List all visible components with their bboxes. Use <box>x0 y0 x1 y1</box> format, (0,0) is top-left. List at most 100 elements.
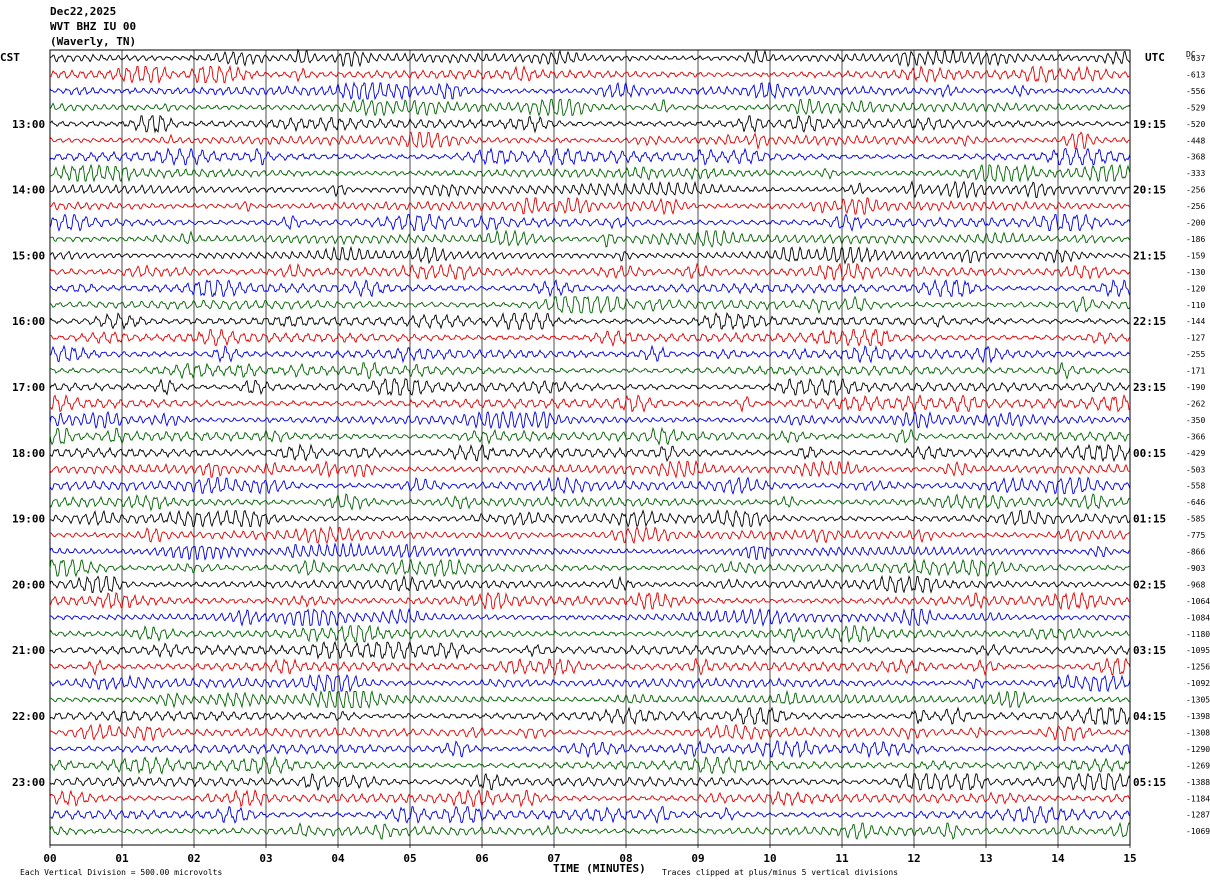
dc-offset-label: -120 <box>1186 284 1205 293</box>
clip-note: Traces clipped at plus/minus 5 vertical … <box>662 868 899 877</box>
x-tick-labels: 00 01 02 03 04 05 06 07 08 09 10 11 12 13 14 15 <box>43 852 1136 865</box>
trace-line <box>49 48 1131 68</box>
dc-offset-label: -503 <box>1186 465 1205 474</box>
utc-label: UTC <box>1145 51 1165 64</box>
dc-offset-label: -1308 <box>1186 728 1210 737</box>
x-tick-label: 10 <box>763 852 776 865</box>
trace-line <box>49 262 1131 282</box>
trace-line <box>49 328 1131 348</box>
dc-offset-label: -1398 <box>1186 712 1210 721</box>
cst-hour-label: 22:00 <box>12 710 45 723</box>
dc-offset-label: -262 <box>1186 399 1205 408</box>
trace-line <box>49 525 1131 545</box>
trace-line <box>49 689 1131 709</box>
x-tick-label: 07 <box>547 852 560 865</box>
dc-offset-label: -903 <box>1186 564 1205 573</box>
dc-offset-label: -775 <box>1186 531 1205 540</box>
trace-line <box>49 311 1131 331</box>
trace-line <box>49 624 1131 644</box>
dc-offset-label: -520 <box>1186 120 1205 129</box>
location-label: (Waverly, TN) <box>50 35 137 48</box>
dc-offset-label: -171 <box>1186 367 1205 376</box>
x-axis-title: TIME (MINUTES) <box>553 862 646 875</box>
dc-offset-label: -144 <box>1186 317 1205 326</box>
cst-hour-label: 16:00 <box>12 315 45 328</box>
trace-line <box>49 278 1131 298</box>
trace-line <box>49 591 1131 611</box>
x-tick-label: 06 <box>475 852 489 865</box>
dc-offset-label: -1287 <box>1186 811 1210 820</box>
trace-line <box>49 805 1131 825</box>
utc-hour-label: 20:15 <box>1133 184 1166 197</box>
trace-line <box>49 756 1131 775</box>
x-tick-label: 05 <box>403 852 416 865</box>
trace-line <box>49 295 1131 315</box>
utc-hour-label: 01:15 <box>1133 513 1166 526</box>
trace-lines <box>49 48 1131 841</box>
trace-line <box>49 509 1131 528</box>
date-label: Dec22,2025 <box>50 5 117 18</box>
right-hour-labels: 19:15 20:15 21:15 22:15 23:15 00:15 01:15 02:15… <box>1133 118 1166 789</box>
dc-offset-label: -127 <box>1186 334 1205 343</box>
utc-hour-label: 23:15 <box>1133 381 1166 394</box>
dc-offset-label: -613 <box>1186 70 1205 79</box>
trace-line <box>49 788 1131 808</box>
cst-hour-label: 19:00 <box>12 513 45 526</box>
dc-offset-label: -368 <box>1186 153 1205 162</box>
dc-offset-label: -1064 <box>1186 597 1210 606</box>
dc-offset-label: -585 <box>1186 515 1205 524</box>
trace-line <box>49 163 1131 183</box>
dc-offset-label: -366 <box>1186 432 1205 441</box>
dc-offset-label: -190 <box>1186 383 1205 392</box>
dc-offset-labels: -637 -613 -556 -529 -520 -448 -368 -333 -256 -256… <box>1186 54 1210 836</box>
minute-gridlines <box>49 50 1131 848</box>
dc-offset-label: -159 <box>1186 251 1205 260</box>
dc-offset-label: -333 <box>1186 169 1205 178</box>
trace-line <box>49 98 1131 117</box>
x-tick-label: 11 <box>835 852 849 865</box>
dc-offset-label: -110 <box>1186 301 1205 310</box>
utc-hour-label: 04:15 <box>1133 710 1166 723</box>
trace-line <box>49 81 1131 101</box>
dc-offset-label: -186 <box>1186 235 1205 244</box>
scale-note: Each Vertical Division = 500.00 microvol… <box>20 868 223 877</box>
utc-hour-label: 02:15 <box>1133 578 1166 591</box>
dc-offset-label: -1095 <box>1186 646 1210 655</box>
cst-hour-label: 14:00 <box>12 184 45 197</box>
dc-offset-label: -1269 <box>1186 761 1210 770</box>
dc-offset-label: -866 <box>1186 548 1205 557</box>
dc-offset-label: -1084 <box>1186 613 1210 622</box>
trace-line <box>49 147 1131 167</box>
dc-offset-label: -637 <box>1186 54 1205 63</box>
trace-line <box>49 377 1131 397</box>
trace-line <box>49 131 1131 150</box>
dc-offset-label: -558 <box>1186 482 1205 491</box>
trace-line <box>49 179 1131 200</box>
dc-label: DC <box>1186 50 1196 59</box>
trace-line <box>49 657 1131 677</box>
trace-line <box>49 443 1131 463</box>
left-hour-labels: 13:00 14:00 15:00 16:00 17:00 18:00 19:00 20:00… <box>12 118 45 789</box>
trace-line <box>49 722 1131 742</box>
trace-line <box>49 739 1131 759</box>
cst-hour-label: 17:00 <box>12 381 45 394</box>
trace-line <box>49 344 1131 364</box>
trace-line <box>49 574 1131 594</box>
trace-line <box>49 361 1131 381</box>
dc-offset-label: -256 <box>1186 186 1205 195</box>
dc-offset-label: -1092 <box>1186 679 1210 688</box>
utc-hour-label: 00:15 <box>1133 447 1166 460</box>
x-tick-label: 02 <box>187 852 200 865</box>
trace-line <box>49 821 1131 841</box>
trace-line <box>49 229 1131 248</box>
utc-hour-label: 22:15 <box>1133 315 1166 328</box>
trace-line <box>49 673 1131 693</box>
cst-hour-label: 13:00 <box>12 118 45 131</box>
dc-offset-label: -200 <box>1186 219 1205 228</box>
trace-line <box>49 640 1131 660</box>
trace-line <box>49 772 1131 792</box>
cst-hour-label: 15:00 <box>12 249 45 262</box>
dc-offset-label: -256 <box>1186 202 1205 211</box>
cst-hour-label: 23:00 <box>12 776 45 789</box>
dc-offset-label: -1256 <box>1186 663 1210 672</box>
